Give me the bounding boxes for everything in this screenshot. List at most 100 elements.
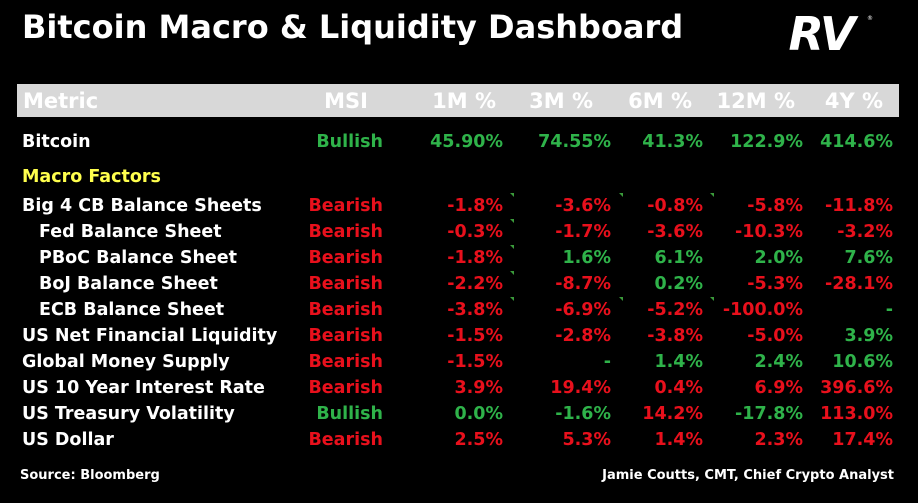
value-cell: -3.6% [647, 219, 703, 245]
value-cell: 1.4% [654, 427, 703, 453]
value-cell: -1.7% [555, 219, 611, 245]
metric-label: ECB Balance Sheet [39, 297, 224, 323]
msi-signal: Bearish [308, 271, 383, 297]
metric-label: US Treasury Volatility [22, 401, 235, 427]
value-cell: 2.5% [454, 427, 503, 453]
table-header: Metric MSI 1M % 3M % 6M % 12M % 4Y % [17, 84, 899, 117]
table-row: US Dollar Bearish 2.5% 5.3% 1.4% 2.3% 17.4% [17, 427, 899, 453]
table-row: Global Money Supply Bearish -1.5% - 1.4% 2.4%… [17, 349, 899, 375]
cell-indicator-mark [510, 297, 514, 301]
msi-signal: Bullish [316, 129, 383, 155]
value-cell: 3.9% [844, 323, 893, 349]
value-cell: -6.9% [555, 297, 611, 323]
msi-signal: Bearish [308, 427, 383, 453]
value-cell: -11.8% [825, 193, 893, 219]
value-cell: -5.3% [747, 271, 803, 297]
metric-label: BoJ Balance Sheet [39, 271, 218, 297]
table-row: ECB Balance Sheet Bearish -3.8% -6.9% -5.2% -… [17, 297, 899, 323]
value-cell: 17.4% [832, 427, 893, 453]
cell-indicator-mark [510, 193, 514, 197]
metric-label: Big 4 CB Balance Sheets [22, 193, 262, 219]
column-header: 1M % [432, 84, 496, 117]
value-cell: 414.6% [820, 129, 893, 155]
value-cell: 1.4% [654, 349, 703, 375]
metric-label: US Net Financial Liquidity [22, 323, 277, 349]
page-title: Bitcoin Macro & Liquidity Dashboard [22, 8, 683, 46]
value-cell: 396.6% [820, 375, 893, 401]
cell-indicator-mark [510, 271, 514, 275]
value-cell: -1.5% [447, 323, 503, 349]
value-cell: -0.8% [647, 193, 703, 219]
value-cell: 2.0% [754, 245, 803, 271]
value-cell: -8.7% [555, 271, 611, 297]
table-row: BoJ Balance Sheet Bearish -2.2% -8.7% 0.2% -5… [17, 271, 899, 297]
table-row: US Treasury Volatility Bullish 0.0% -1.6% 14… [17, 401, 899, 427]
value-cell: 1.6% [562, 245, 611, 271]
value-cell: -3.6% [555, 193, 611, 219]
msi-signal: Bearish [308, 323, 383, 349]
value-cell: -3.8% [647, 323, 703, 349]
value-cell: 74.55% [538, 129, 611, 155]
cell-indicator-mark [619, 193, 623, 197]
column-header: 3M % [529, 84, 593, 117]
msi-signal: Bearish [308, 245, 383, 271]
value-cell: 6.1% [654, 245, 703, 271]
msi-signal: Bearish [308, 375, 383, 401]
metric-label: PBoC Balance Sheet [39, 245, 237, 271]
column-header: Metric [23, 84, 98, 117]
table-row: US 10 Year Interest Rate Bearish 3.9% 19.4%… [17, 375, 899, 401]
metric-label: US Dollar [22, 427, 114, 453]
value-cell: 41.3% [642, 129, 703, 155]
cell-indicator-mark [710, 297, 714, 301]
table-row: Bitcoin Bullish 45.90% 74.55% 41.3% 122.9% 414… [17, 129, 899, 155]
value-cell: -1.5% [447, 349, 503, 375]
table-row: PBoC Balance Sheet Bearish -1.8% 1.6% 6.1% 2.… [17, 245, 899, 271]
column-header: 4Y % [825, 84, 883, 117]
value-cell: -5.0% [747, 323, 803, 349]
value-cell: -0.3% [447, 219, 503, 245]
registered-mark: ® [867, 15, 873, 22]
value-cell: 0.2% [654, 271, 703, 297]
rv-logo: RV ® [770, 12, 874, 54]
value-cell: -100.0% [723, 297, 803, 323]
value-cell: -2.2% [447, 271, 503, 297]
msi-signal: Bullish [316, 401, 383, 427]
metric-label: Global Money Supply [22, 349, 230, 375]
cell-indicator-mark [510, 245, 514, 249]
section-heading: Macro Factors [22, 167, 161, 187]
value-cell: -5.8% [747, 193, 803, 219]
value-cell: - [604, 349, 611, 375]
value-cell: 0.0% [454, 401, 503, 427]
value-cell: -3.8% [447, 297, 503, 323]
value-cell: 5.3% [562, 427, 611, 453]
author-credit: Jamie Coutts, CMT, Chief Crypto Analyst [602, 468, 894, 483]
table-row: US Net Financial Liquidity Bearish -1.5% -2… [17, 323, 899, 349]
value-cell: 45.90% [430, 129, 503, 155]
msi-signal: Bearish [308, 193, 383, 219]
value-cell: 2.4% [754, 349, 803, 375]
value-cell: -10.3% [735, 219, 803, 245]
source-note: Source: Bloomberg [20, 468, 160, 483]
value-cell: 14.2% [642, 401, 703, 427]
value-cell: -1.8% [447, 193, 503, 219]
msi-signal: Bearish [308, 297, 383, 323]
value-cell: 113.0% [820, 401, 893, 427]
table-row: Fed Balance Sheet Bearish -0.3% -1.7% -3.6% -… [17, 219, 899, 245]
column-header: MSI [324, 84, 368, 117]
value-cell: -17.8% [735, 401, 803, 427]
value-cell: -5.2% [647, 297, 703, 323]
table-row: Big 4 CB Balance Sheets Bearish -1.8% -3.6%… [17, 193, 899, 219]
rv-logo-text: RV [788, 12, 858, 54]
cell-indicator-mark [510, 219, 514, 223]
value-cell: -28.1% [825, 271, 893, 297]
cell-indicator-mark [619, 297, 623, 301]
column-header: 12M % [717, 84, 795, 117]
cell-indicator-mark [710, 193, 714, 197]
value-cell: 10.6% [832, 349, 893, 375]
value-cell: 19.4% [550, 375, 611, 401]
msi-signal: Bearish [308, 219, 383, 245]
value-cell: 7.6% [844, 245, 893, 271]
value-cell: 122.9% [730, 129, 803, 155]
value-cell: 2.3% [754, 427, 803, 453]
value-cell: - [886, 297, 893, 323]
